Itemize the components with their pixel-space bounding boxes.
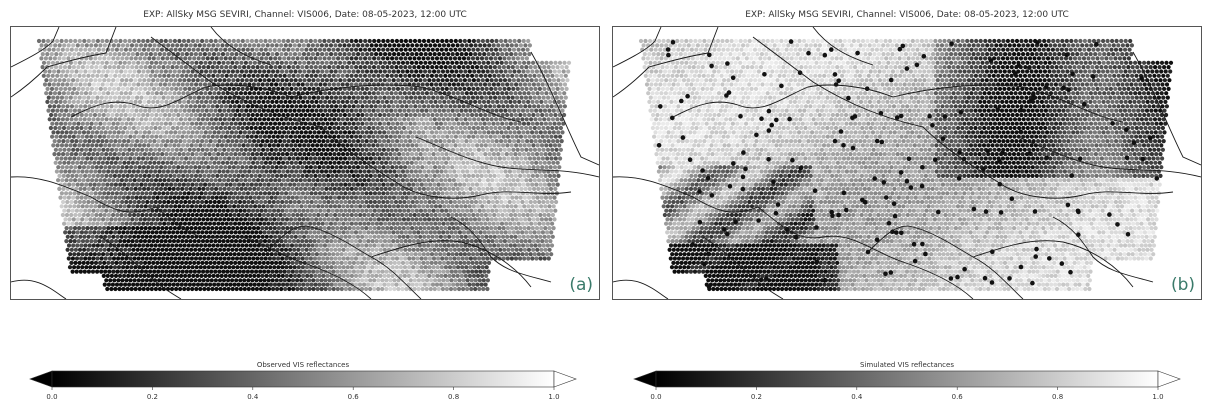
- colorbar-tick-label: 0.4: [851, 393, 863, 401]
- observation-dots: [638, 38, 1174, 292]
- colorbar-tick-label: 1.0: [1152, 393, 1163, 401]
- colorbar-tick-label: 0.2: [147, 393, 158, 401]
- colorbar-a-label: Observed VIS reflectances: [256, 361, 350, 369]
- colorbar-b: 0.0 0.2 0.4 0.6 0.8 1.0: [633, 370, 1181, 411]
- colorbar-extend-min: [29, 370, 53, 388]
- colorbar-body: [29, 370, 577, 388]
- panel-a-title: EXP: AllSky MSG SEVIRI, Channel: VIS006,…: [143, 10, 467, 20]
- colorbar-a: 0.0 0.2 0.4 0.6 0.8 1.0: [29, 370, 577, 411]
- colorbar-tick-label: 0.4: [247, 393, 259, 401]
- colorbar-a-graphic: 0.0 0.2 0.4 0.6 0.8 1.0: [29, 370, 577, 401]
- colorbar-body: [633, 370, 1181, 388]
- map-a-canvas: [11, 27, 599, 299]
- colorbar-extend-min: [633, 370, 657, 388]
- colorbar-tick-label: 0.0: [46, 393, 57, 401]
- colorbar-tick-label: 1.0: [548, 393, 559, 401]
- colorbar-extend-max: [1157, 370, 1181, 388]
- panel-a-map: (a): [10, 26, 600, 300]
- colorbar-tick-label: 0.8: [1052, 393, 1063, 401]
- observation-dots: [36, 38, 572, 292]
- map-b-canvas: [613, 27, 1201, 299]
- colorbar-tick-label: 0.2: [751, 393, 762, 401]
- colorbar-tick-label: 0.0: [650, 393, 661, 401]
- colorbar-tick-label: 0.6: [348, 393, 360, 401]
- colorbar-extend-max: [553, 370, 577, 388]
- colorbar-tick-label: 0.8: [448, 393, 459, 401]
- country-borders: [613, 27, 1201, 299]
- colorbar-gradient: [655, 370, 1159, 388]
- colorbar-gradient: [51, 370, 555, 388]
- panel-a-tag: (a): [569, 275, 593, 295]
- conventional-obs-dots: [656, 39, 1160, 290]
- country-borders: [11, 27, 599, 299]
- panel-b-tag: (b): [1170, 275, 1195, 295]
- colorbar-b-label: Simulated VIS reflectances: [860, 361, 954, 369]
- colorbar-tick-label: 0.6: [952, 393, 964, 401]
- colorbar-b-graphic: 0.0 0.2 0.4 0.6 0.8 1.0: [633, 370, 1181, 401]
- panel-b-title: EXP: AllSky MSG SEVIRI, Channel: VIS006,…: [745, 10, 1069, 20]
- panel-b-map: (b): [612, 26, 1202, 300]
